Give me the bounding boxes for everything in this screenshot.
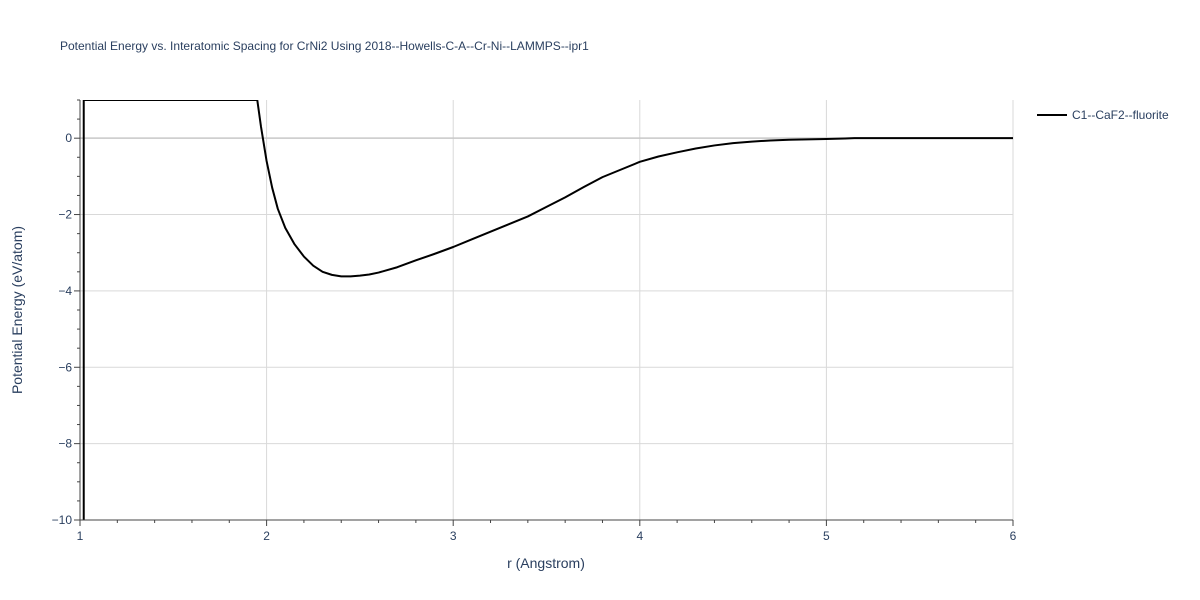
x-tick-label: 4 <box>636 529 643 543</box>
plot-area[interactable] <box>82 100 1013 520</box>
x-tick-label: 6 <box>1010 529 1017 543</box>
y-tick-label: −4 <box>58 284 72 298</box>
y-tick-label: 0 <box>65 131 72 145</box>
axes: 1 2 3 4 5 6 0 −2 −4 −6 −8 −10 <box>52 99 1017 543</box>
x-axis-title: r (Angstrom) <box>507 555 585 571</box>
y-tick-label: −2 <box>58 208 72 222</box>
legend[interactable]: C1--CaF2--fluorite <box>1037 108 1169 122</box>
y-tick-label: −8 <box>58 437 72 451</box>
y-axis-title: Potential Energy (eV/atom) <box>9 226 25 394</box>
y-tick-label: −10 <box>52 513 73 527</box>
x-tick-label: 1 <box>77 529 84 543</box>
x-tick-label: 5 <box>823 529 830 543</box>
x-tick-label: 2 <box>263 529 270 543</box>
chart-title: Potential Energy vs. Interatomic Spacing… <box>60 39 589 53</box>
series-line[interactable] <box>82 100 1013 520</box>
legend-item[interactable]: C1--CaF2--fluorite <box>1037 108 1169 122</box>
legend-label: C1--CaF2--fluorite <box>1072 108 1169 122</box>
grid <box>80 100 1014 520</box>
y-tick-label: −6 <box>58 360 72 374</box>
x-tick-label: 3 <box>450 529 457 543</box>
